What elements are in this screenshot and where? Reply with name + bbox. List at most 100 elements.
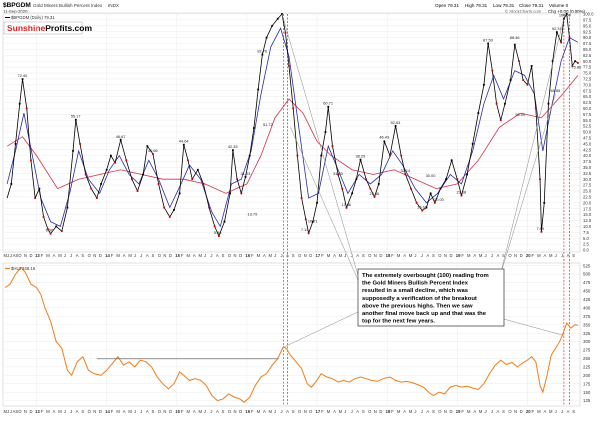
x-tick-label-bottom: 19 (456, 409, 461, 414)
x-tick-label-top: A (426, 253, 429, 258)
svg-text:SunshineProfits.com: SunshineProfits.com (7, 23, 92, 33)
bpgdm-point (25, 107, 28, 110)
bpgdm-point (555, 31, 558, 34)
x-axis-top: M J J A S O N D 13 F M A M J J A S O N D 14 F M A M J J A S O N D 15 F M A M… (4, 253, 576, 258)
bpgdm-point (404, 173, 407, 176)
x-tick-label-top: M (58, 253, 62, 258)
x-tick-label-top: S (81, 253, 84, 258)
x-tick-label-bottom: N (163, 409, 166, 414)
x-tick-label-top: J (70, 253, 72, 258)
x-tick-label-top: O (438, 253, 442, 258)
bpgdm-point (178, 192, 181, 195)
bpgdm-point (534, 107, 537, 110)
annotation-pointer-lines (281, 13, 565, 347)
hui-y-tick-label: 200 (583, 373, 591, 378)
x-tick-label-top: A (123, 253, 126, 258)
x-tick-label-bottom: D (99, 409, 102, 414)
x-tick-label-top: A (146, 253, 149, 258)
bpgdm-point (324, 131, 327, 133)
hui-y-tick-label: 425 (583, 297, 591, 302)
bpgdm-point (477, 112, 480, 115)
x-tick-label-bottom: F (532, 409, 535, 414)
bpgdm-y-tick-label: 37.5 (583, 159, 592, 164)
annotation-box (357, 268, 505, 327)
x-tick-label-bottom: J (351, 409, 353, 414)
bpgdm-data-label: 55.17 (71, 114, 81, 119)
hui-y-tick-label: 250 (583, 356, 591, 361)
bpgdm-data-label: 44.64 (179, 139, 190, 144)
x-tick-label-top: M (128, 253, 132, 258)
bpgdm-point (84, 173, 87, 176)
bpgdm-point (142, 173, 145, 176)
annotation-line: the Gold Miners Bullish Percent Index (362, 281, 469, 287)
x-tick-label-bottom: M (187, 409, 191, 414)
x-tick-label-top: F (321, 253, 324, 258)
bpgdm-point (223, 220, 226, 223)
bpgdm-point (522, 79, 525, 81)
x-tick-label-top: O (158, 253, 162, 258)
bpgdm-point (191, 178, 194, 181)
x-tick-label-bottom: M (46, 409, 50, 414)
bpgdm-y-tick-label: 27.5 (583, 183, 592, 188)
bpgdm-point (551, 60, 554, 63)
x-tick-label-bottom: 13 (35, 409, 40, 414)
open-value: Open 79.31 (435, 3, 459, 8)
bpgdm-point (49, 232, 52, 235)
x-tick-label-top: S (572, 253, 575, 258)
hui-series (4, 266, 579, 403)
x-tick-label-top: F (181, 253, 184, 258)
x-tick-label-top: F (532, 253, 535, 258)
x-tick-label-bottom: J (555, 409, 557, 414)
logo-suffix: .com (72, 23, 92, 33)
bpgdm-data-label: 7.69 (536, 226, 544, 231)
x-tick-label-top: J (134, 253, 136, 258)
annotation-pointer (499, 317, 564, 336)
annotation-pointer (290, 127, 363, 290)
bpgdm-point (394, 124, 397, 127)
x-tick-label-bottom: S (15, 409, 18, 414)
x-tick-label-bottom: S (81, 409, 84, 414)
x-tick-label-top: D (520, 253, 523, 258)
x-tick-label-bottom: A (193, 409, 196, 414)
x-tick-label-bottom: M (467, 409, 471, 414)
x-tick-label-bottom: J (561, 409, 563, 414)
x-tick-label-top: M (4, 253, 8, 258)
x-tick-label-bottom: F (321, 409, 324, 414)
x-tick-label-top: M (409, 253, 413, 258)
hui-y-tick-label: 175 (583, 381, 591, 386)
x-tick-label-bottom: J (134, 409, 136, 414)
bpgdm-data-label: 40.66 (148, 148, 158, 153)
hui-y-tick-label: 300 (583, 339, 591, 344)
x-tick-label-bottom: 20 (526, 409, 531, 414)
bpgdm-point (296, 154, 299, 157)
bpgdm-point (450, 159, 453, 162)
x-tick-label-top: 18 (386, 253, 391, 258)
bpgdm-point (105, 168, 108, 171)
bpgdm-data-label: 5.88 (214, 230, 222, 235)
bpgdm-data-label: 13.79 (248, 211, 258, 216)
bpgdm-point (576, 61, 579, 64)
bpgdm-point (568, 36, 571, 39)
bpgdm-point (125, 159, 128, 162)
bpgdm-point (38, 187, 41, 190)
x-tick-label-bottom: M (397, 409, 401, 414)
x-tick-label-bottom: D (449, 409, 452, 414)
x-tick-label-bottom: J (64, 409, 66, 414)
bpgdm-point (504, 102, 506, 105)
x-tick-label-bottom: A (53, 409, 56, 414)
bpgdm-point (60, 230, 63, 233)
bpgdm-y-tick-label: 85.0 (583, 47, 592, 52)
bpgdm-y-tick-label: 70.0 (583, 82, 592, 87)
bpgdm-y-tick-label: 7.5 (583, 230, 589, 235)
hui-y-tick-label: 125 (583, 398, 591, 403)
bpgdm-series (6, 12, 579, 238)
x-tick-label-bottom: F (251, 409, 254, 414)
x-tick-label-bottom: J (210, 409, 212, 414)
legend-bottom: $HUI 348.16 (11, 266, 36, 271)
bpgdm-y-tick-label: 62.5 (583, 100, 592, 105)
x-tick-label-top: S (432, 253, 435, 258)
hui-y-tick-label: 225 (583, 364, 591, 369)
x-tick-label-bottom: A (216, 409, 219, 414)
bpgdm-point (487, 42, 490, 45)
